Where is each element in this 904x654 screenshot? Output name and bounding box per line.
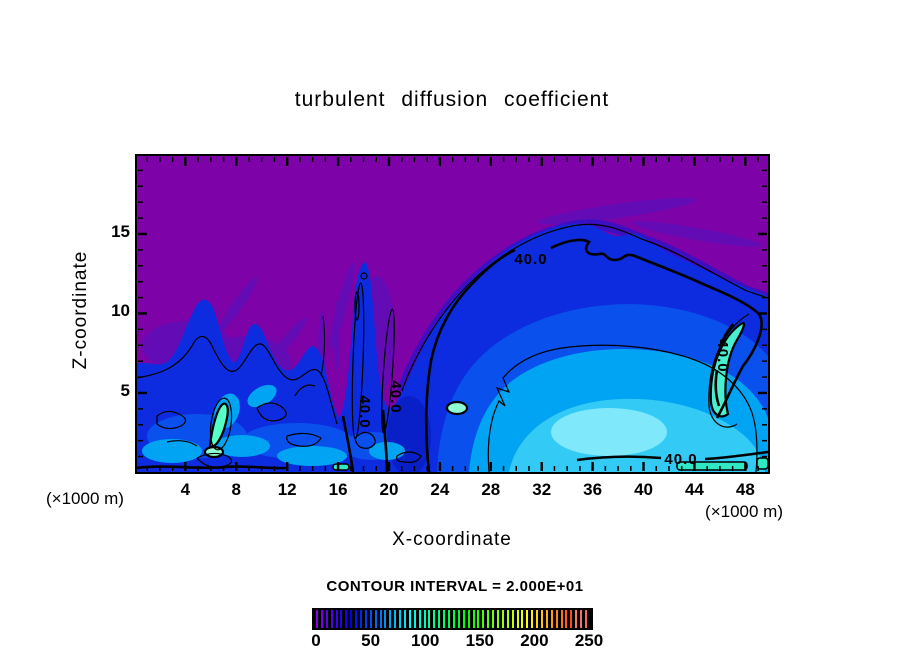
colorbar-line	[433, 610, 436, 628]
contour-label: 40.0	[514, 251, 547, 268]
contour-label: 40.0	[387, 380, 404, 413]
colorbar-line	[369, 610, 372, 628]
x-tick-label: 24	[430, 480, 450, 499]
colorbar-line	[472, 610, 475, 628]
contour-interval-label: CONTOUR INTERVAL = 2.000E+01	[326, 578, 584, 595]
colorbar-line	[330, 610, 333, 628]
colorbar-line	[496, 610, 499, 628]
colorbar-line	[570, 610, 573, 628]
colorbar-line	[320, 610, 323, 628]
colorbar-line	[477, 610, 480, 628]
colorbar-line	[585, 610, 587, 628]
x-tick-label: 40	[634, 480, 653, 499]
x-tick-label: 36	[583, 480, 603, 499]
colorbar-line	[550, 610, 553, 628]
x-tick-label: 16	[328, 480, 348, 499]
colorbar-line	[452, 610, 455, 628]
colorbar-line	[536, 610, 539, 628]
colorbar-tick-label: 250	[574, 631, 604, 650]
x-tick-label: 20	[379, 480, 399, 499]
colorbar	[312, 608, 593, 630]
x-tick-label: 32	[532, 480, 552, 499]
colorbar-line	[545, 610, 548, 628]
x-tick-label: 28	[481, 480, 501, 499]
contour-label: 40.0	[356, 395, 373, 428]
colorbar-line	[482, 610, 485, 628]
colorbar-line	[316, 610, 318, 628]
colorbar-line	[404, 610, 407, 628]
colorbar-line	[501, 610, 504, 628]
plot-area: 40.0 40.0 40.0 40.0 40.0	[135, 154, 770, 474]
colorbar-line	[340, 610, 343, 628]
colorbar-tick-label: 150	[465, 631, 494, 650]
colorbar-line	[335, 610, 338, 628]
y-tick-label: 10	[111, 301, 130, 321]
colorbar-tick-label: 0	[311, 631, 321, 650]
colorbar-line	[560, 610, 563, 628]
thin-contours	[137, 223, 768, 472]
colorbar-line	[540, 610, 543, 628]
colorbar-line	[511, 610, 514, 628]
colorbar-line	[360, 610, 363, 628]
colorbar-line	[526, 610, 529, 628]
colorbar-line	[325, 610, 328, 628]
colorbar-tick-label: 50	[361, 631, 381, 650]
x-axis-title: X-coordinate	[392, 529, 512, 550]
colorbar-line	[355, 610, 358, 628]
x-tick-label: 4	[180, 480, 191, 499]
y-tick-label: 5	[120, 380, 130, 400]
colorbar-line	[423, 610, 426, 628]
colorbar-line	[580, 610, 583, 628]
contour-labels: 40.0 40.0 40.0 40.0 40.0	[356, 251, 731, 468]
y-units-label: (×1000 m)	[46, 489, 124, 508]
colorbar-line	[379, 610, 382, 628]
colorbar-line	[350, 610, 353, 628]
chart-title: turbulent diffusion coefficient	[294, 88, 610, 111]
x-tick-label: 12	[277, 480, 297, 499]
contour-plot: 40.0 40.0 40.0 40.0 40.0	[137, 156, 768, 472]
contour-label: 40.0	[664, 451, 697, 468]
colorbar-line	[555, 610, 558, 628]
colorbar-line	[487, 610, 490, 628]
core-maximum	[551, 408, 667, 456]
colorbar-line	[467, 610, 470, 628]
colorbar-line	[345, 610, 348, 628]
colorbar-line	[443, 610, 446, 628]
colorbar-line	[374, 610, 377, 628]
colorbar-line	[408, 610, 411, 628]
y-tick-label: 15	[111, 221, 130, 241]
colorbar-line	[413, 610, 416, 628]
colorbar-line	[565, 610, 568, 628]
colorbar-tick-label: 100	[411, 631, 440, 650]
colorbar-line	[438, 610, 441, 628]
colorbar-line	[394, 610, 397, 628]
colorbar-line	[428, 610, 431, 628]
axis-ticks	[138, 157, 767, 471]
thick-contours	[137, 238, 768, 472]
colorbar-line	[399, 610, 402, 628]
colorbar-line	[462, 610, 465, 628]
colorbar-line	[575, 610, 578, 628]
colorbar-line	[448, 610, 451, 628]
colorbar-line	[506, 610, 509, 628]
colorbar-line	[531, 610, 534, 628]
colorbar-line	[521, 610, 524, 628]
x-tick-label: 44	[684, 480, 704, 499]
x-tick-label: 48	[735, 480, 755, 499]
colorbar-line	[457, 610, 460, 628]
colorbar-line	[492, 610, 495, 628]
colorbar-tick-label: 200	[520, 631, 549, 650]
colorbar-line	[418, 610, 421, 628]
contour-label: 40.0	[714, 339, 731, 372]
colorbar-line	[384, 610, 387, 628]
colorbar-line	[389, 610, 392, 628]
x-tick-label: 8	[231, 480, 241, 499]
colorbar-line	[516, 610, 519, 628]
colorbar-line	[364, 610, 367, 628]
x-units-label: (×1000 m)	[705, 502, 783, 521]
